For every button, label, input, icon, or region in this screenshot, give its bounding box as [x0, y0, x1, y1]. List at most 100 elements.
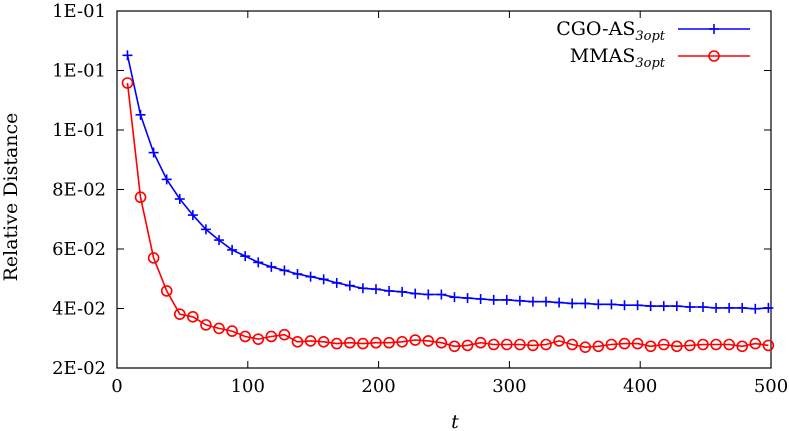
data-point [383, 336, 395, 349]
data-point [448, 340, 461, 353]
data-point [148, 147, 159, 158]
data-point [605, 338, 618, 351]
y-axis-label: Relative Distance [0, 113, 22, 282]
data-point [436, 289, 447, 300]
data-point [396, 336, 408, 348]
data-point [174, 194, 185, 205]
data-point [554, 297, 565, 308]
data-point [370, 336, 382, 349]
data-point [384, 285, 395, 296]
data-point [736, 340, 749, 353]
data-point [488, 294, 499, 305]
data-point [697, 338, 709, 351]
data-point [514, 295, 525, 306]
data-point [291, 336, 304, 348]
data-point [134, 191, 147, 204]
y-tick-label: 2E-02 [52, 358, 106, 379]
data-point [553, 335, 565, 347]
data-point [121, 77, 134, 89]
data-point [579, 341, 592, 353]
data-point [304, 335, 317, 347]
data-point [500, 338, 513, 351]
data-point [239, 330, 251, 343]
data-point [631, 337, 644, 350]
data-point [435, 336, 448, 349]
data-point [527, 296, 538, 307]
x-tick-label: 200 [361, 376, 395, 397]
series-line [126, 55, 769, 310]
data-point [606, 299, 617, 310]
x-tick-label: 300 [492, 376, 526, 397]
data-point [723, 338, 735, 351]
data-point [737, 302, 748, 313]
y-tick-label: 4E-02 [52, 299, 106, 320]
data-point [331, 277, 342, 288]
y-tick-label: 1E-01 [52, 61, 106, 82]
legend-marker [708, 50, 720, 62]
data-point [566, 338, 578, 351]
data-point [266, 261, 277, 272]
data-point [409, 334, 422, 346]
data-point [423, 289, 434, 300]
data-point [265, 330, 278, 343]
data-point [318, 274, 329, 285]
x-tick-label: 0 [111, 376, 122, 397]
data-point [240, 251, 251, 262]
data-point [161, 174, 172, 185]
data-point [540, 338, 552, 351]
data-point [763, 302, 774, 313]
y-tick-label: 8E-02 [52, 180, 106, 201]
series-cgo-as [122, 50, 774, 314]
y-tick-label: 1E-01 [52, 120, 106, 141]
data-point [173, 308, 186, 320]
data-point [252, 333, 265, 345]
data-point [762, 339, 775, 352]
data-point [462, 293, 473, 304]
legend-label: MMAS3opt [570, 45, 666, 71]
data-point [135, 109, 146, 120]
data-point [200, 224, 211, 235]
data-point [487, 338, 500, 351]
data-point [592, 340, 605, 353]
data-point [514, 338, 526, 351]
data-point [684, 339, 696, 352]
data-point [344, 280, 355, 291]
data-point [226, 325, 238, 337]
data-point [344, 336, 356, 349]
legend-entry: MMAS3opt [570, 45, 750, 71]
data-point [253, 257, 264, 268]
data-point [749, 337, 762, 350]
plot-frame [116, 10, 772, 369]
data-point [213, 322, 225, 335]
data-point [278, 328, 291, 341]
data-point [750, 303, 761, 314]
data-point [501, 294, 512, 305]
data-point [657, 338, 670, 351]
legend-entry: CGO-AS3opt [556, 18, 750, 44]
data-point [645, 301, 656, 312]
y-tick-label: 6E-02 [52, 239, 106, 260]
data-point [305, 271, 316, 282]
data-point [593, 299, 604, 310]
data-point [567, 298, 578, 309]
data-point [671, 340, 683, 353]
series-line [126, 82, 769, 349]
data-point [357, 283, 368, 294]
series-mmas [121, 77, 775, 353]
data-point [317, 336, 330, 348]
data-point [449, 292, 460, 303]
data-point [461, 339, 474, 352]
x-tick-label: 100 [231, 376, 265, 397]
data-point [279, 265, 290, 276]
data-point [580, 298, 591, 309]
data-point [619, 300, 630, 311]
data-point [658, 301, 669, 312]
data-point [724, 302, 735, 313]
legend-marker [709, 24, 719, 34]
x-tick-label: 500 [754, 376, 788, 397]
data-point [330, 337, 343, 350]
data-point [475, 293, 486, 304]
data-point [671, 301, 682, 312]
data-point [122, 50, 133, 61]
